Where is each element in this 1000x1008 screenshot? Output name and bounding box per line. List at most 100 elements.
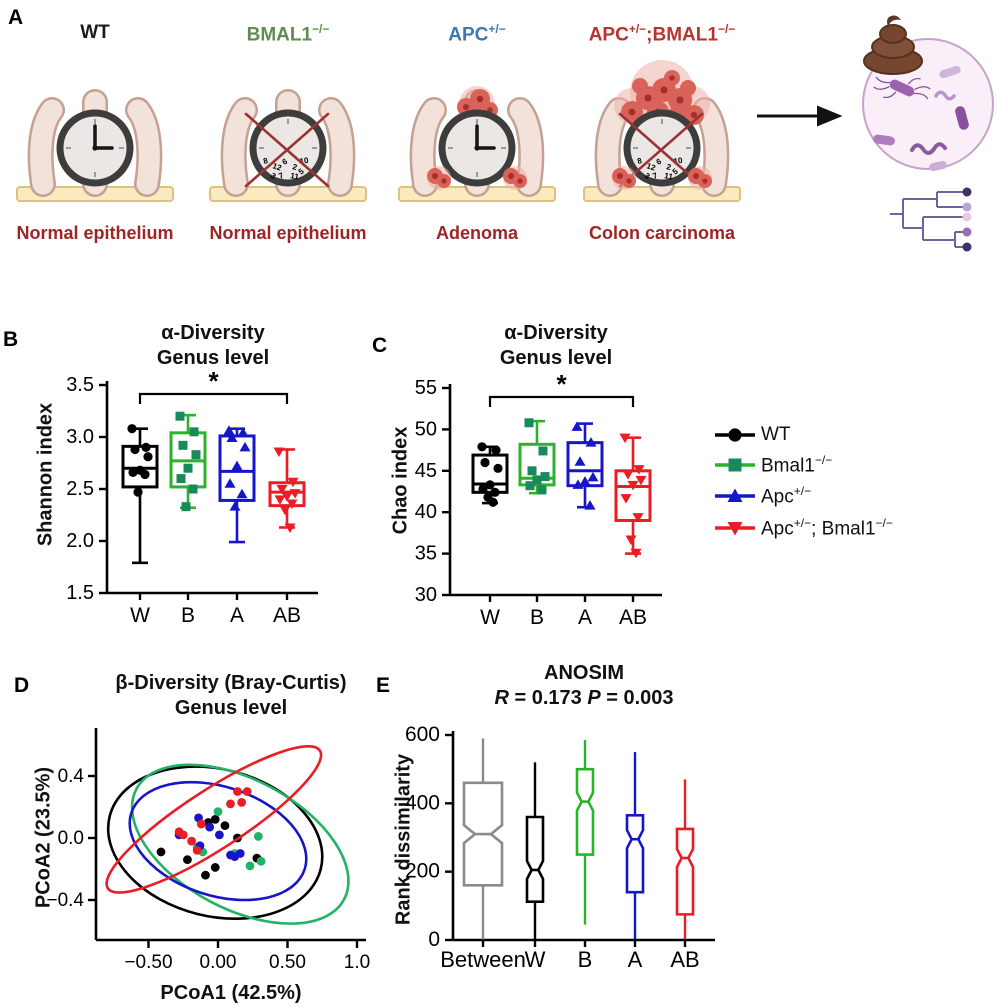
model-label-apc: APC+/−	[448, 22, 506, 46]
svg-text:400: 400	[405, 791, 440, 814]
shannon-boxplot: 1.5 2.0 2.5 3.0 3.5 W B A AB *	[66, 366, 318, 627]
box-series-W	[121, 424, 159, 565]
panel-d-title-line1: β-Diversity (Bray-Curtis)	[115, 672, 347, 694]
panel-e-anosim-stats: R = 0.173 P = 0.003	[494, 687, 674, 709]
svg-text:0.00: 0.00	[200, 952, 237, 973]
panel-d-title-line2: Genus level	[174, 697, 288, 719]
svg-text:0.4: 0.4	[58, 766, 85, 787]
pcoa-group-Bmal1−/−	[130, 763, 350, 925]
box-series-A	[218, 425, 256, 544]
box-series-AB	[614, 433, 652, 559]
svg-text:30: 30	[415, 584, 437, 606]
notched-box-A	[625, 752, 645, 940]
pcoa-group-Apc+/−	[128, 780, 308, 902]
svg-text:W: W	[480, 606, 500, 629]
svg-text:A: A	[230, 604, 244, 627]
legend-item-bmal1: Bmal1−/−	[712, 453, 893, 477]
legend-item-apc: Apc+/−	[712, 484, 893, 508]
caption-normal-epithelium-2: Normal epithelium	[209, 223, 367, 243]
bmal1-marker-icon	[715, 458, 755, 472]
svg-text:2.5: 2.5	[66, 478, 94, 500]
series-legend: WT Bmal1−/− Apc+/− Apc+/−; Bmal1−/−	[712, 424, 893, 540]
svg-text:A: A	[578, 606, 592, 629]
wt-colon-illustration	[17, 102, 173, 201]
svg-text:45: 45	[415, 460, 437, 482]
legend-label: Apc+/−	[761, 484, 812, 508]
panel-d-xlabel: PCoA1 (42.5%)	[160, 982, 302, 1004]
significance-bracket	[488, 395, 635, 407]
box-series-AB	[268, 447, 306, 533]
wt-marker-icon	[715, 428, 755, 442]
microbiome-circle-illustration	[862, 15, 994, 172]
svg-text:W: W	[130, 604, 150, 627]
caption-normal-epithelium-1: Normal epithelium	[16, 223, 174, 243]
notched-box-W	[525, 762, 545, 940]
svg-text:2.0: 2.0	[66, 530, 94, 552]
legend-label: Bmal1−/−	[761, 453, 833, 477]
svg-text:40: 40	[415, 501, 437, 523]
svg-text:0: 0	[428, 928, 440, 951]
study-design-illustration: 8 12 6 2 10 3 7 11 5	[0, 15, 994, 252]
panel-b-title: α-Diversity Genus level	[63, 321, 363, 371]
svg-text:W: W	[525, 947, 546, 972]
svg-text:A: A	[628, 947, 643, 972]
notched-box-B	[575, 740, 595, 925]
notched-box-AB	[675, 779, 695, 940]
legend-label: Apc+/−; Bmal1−/−	[761, 515, 893, 539]
panel-e-title: ANOSIM	[544, 662, 624, 684]
svg-text:1.0: 1.0	[344, 952, 370, 973]
svg-text:−0.50: −0.50	[124, 952, 172, 973]
significance-asterisk: *	[556, 369, 567, 399]
svg-text:600: 600	[405, 723, 440, 746]
svg-text:1.5: 1.5	[66, 582, 94, 604]
svg-text:200: 200	[405, 860, 440, 883]
box-series-B	[169, 411, 207, 512]
svg-text:0.50: 0.50	[269, 952, 306, 973]
svg-text:B: B	[181, 604, 195, 627]
legend-label: WT	[761, 424, 791, 445]
panel-e-label: E	[376, 674, 391, 697]
svg-text:−0.4: −0.4	[46, 890, 84, 911]
svg-text:B: B	[530, 606, 544, 629]
panel-a-label: A	[8, 6, 24, 29]
svg-text:AB: AB	[273, 604, 301, 627]
apc-bmal1-marker-icon	[715, 521, 755, 536]
svg-text:55: 55	[415, 377, 437, 399]
svg-text:AB: AB	[670, 947, 699, 972]
svg-text:0.0: 0.0	[58, 828, 84, 849]
legend-item-apc-bmal1: Apc+/−; Bmal1−/−	[712, 516, 893, 540]
panel-c-title-line2: Genus level	[499, 347, 613, 369]
panel-b-label: B	[3, 328, 19, 351]
svg-text:35: 35	[415, 543, 437, 565]
panel-b-title-line1: α-Diversity	[161, 322, 265, 344]
legend-item-wt: WT	[712, 424, 893, 446]
significance-bracket	[138, 392, 289, 404]
stool-icon	[863, 15, 923, 75]
bmal1-ko-colon-illustration	[210, 102, 366, 201]
svg-text:3.5: 3.5	[66, 374, 94, 396]
panel-b-title-line2: Genus level	[156, 347, 270, 369]
svg-text:3.0: 3.0	[66, 426, 94, 448]
svg-text:Between: Between	[440, 947, 526, 972]
model-label-apc-bmal1: APC+/−;BMAL1−/−	[588, 22, 736, 46]
svg-text:50: 50	[415, 418, 437, 440]
box-series-B	[518, 418, 556, 495]
panel-d-title: β-Diversity (Bray-Curtis) Genus level	[81, 671, 381, 721]
phylogenetic-tree-icon	[890, 187, 972, 252]
pcoa-group-Apc+/−;Bmal1−/−	[105, 744, 323, 894]
caption-colon-carcinoma: Colon carcinoma	[588, 223, 736, 243]
panel-c-label: C	[372, 334, 388, 357]
chao-boxplot: 30 35 40 45 50 55 W B A AB *	[415, 369, 662, 629]
pcoa-scatterplot: 0.4 0.0 −0.4 −0.50 0.00 0.50 1.0	[46, 728, 370, 973]
notched-box-Between	[462, 738, 504, 940]
box-series-W	[471, 442, 509, 507]
significance-asterisk: *	[208, 366, 219, 396]
model-label-bmal1-ko: BMAL1−/−	[246, 22, 330, 46]
panel-c-title-line1: α-Diversity	[504, 322, 608, 344]
panel-d-label: D	[14, 674, 30, 697]
caption-adenoma: Adenoma	[435, 223, 518, 243]
svg-text:B: B	[578, 947, 593, 972]
model-label-wt: WT	[80, 22, 110, 43]
